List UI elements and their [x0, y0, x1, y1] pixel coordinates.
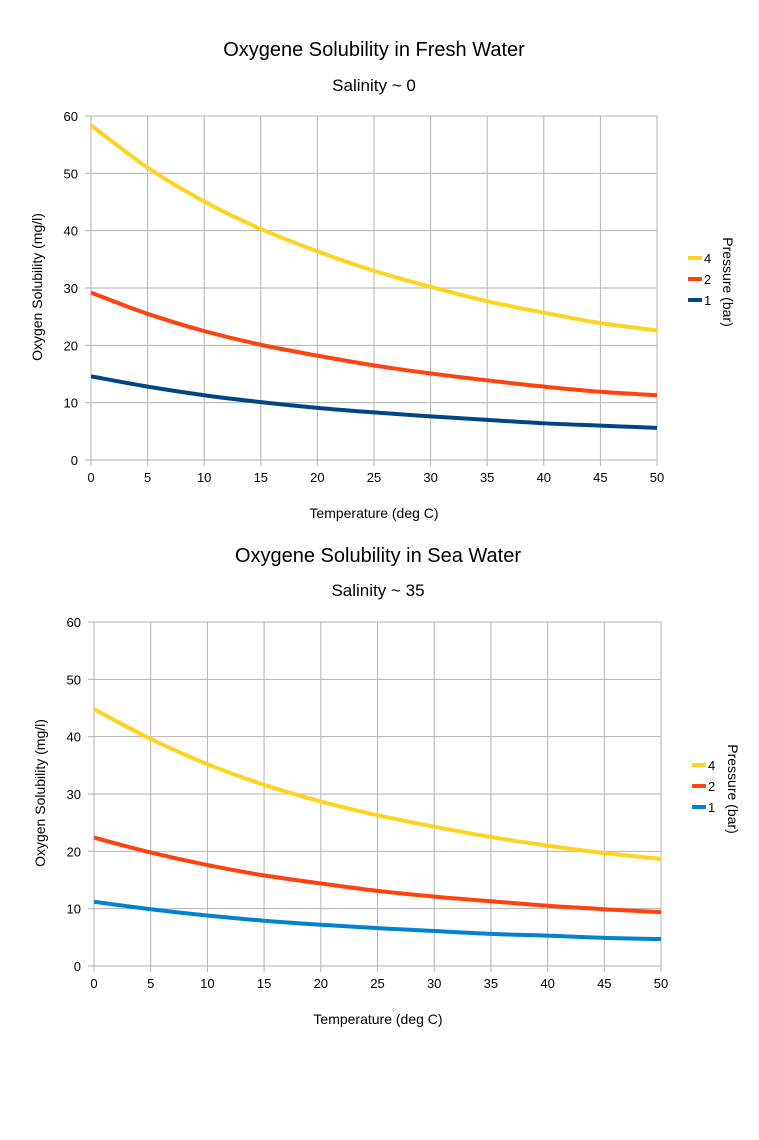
legend: 4 2 1 [692, 758, 715, 815]
legend-label-2: 2 [708, 779, 715, 794]
y-tick-label: 50 [67, 672, 81, 687]
x-tick-label: 10 [200, 976, 214, 991]
plot-area [90, 115, 658, 461]
x-tick-label: 20 [310, 470, 324, 485]
x-axis-label: Temperature (deg C) [309, 505, 438, 521]
gridlines [88, 621, 662, 972]
y-tick-label: 20 [67, 844, 81, 859]
x-tick-label: 0 [87, 470, 94, 485]
x-tick-label: 25 [370, 976, 384, 991]
tick-labels: 0 5 10 15 20 25 30 35 40 45 50 0 10 20 30 40 50 60 [67, 615, 669, 991]
y-axis-label: Oxygen Solubility (mg/l) [29, 213, 45, 361]
x-tick-label: 40 [540, 976, 554, 991]
y-tick-label: 0 [74, 959, 81, 974]
x-tick-label: 40 [537, 470, 551, 485]
y-tick-label: 0 [71, 453, 78, 468]
chart-subtitle: Salinity ~ 0 [332, 76, 416, 95]
legend-label-1: 1 [704, 293, 711, 308]
y-tick-label: 50 [64, 166, 78, 181]
series-line-2-bar [93, 835, 662, 915]
x-tick-label: 25 [367, 470, 381, 485]
series-lines [93, 707, 662, 942]
x-tick-label: 35 [484, 976, 498, 991]
legend-label-4: 4 [704, 251, 711, 266]
legend-label-2: 2 [704, 272, 711, 287]
y-tick-label: 30 [64, 281, 78, 296]
legend-title: Pressure (bar) [720, 237, 736, 326]
y-tick-label: 10 [64, 396, 78, 411]
chart-subtitle: Salinity ~ 35 [331, 581, 424, 600]
x-axis-label: Temperature (deg C) [313, 1011, 442, 1027]
series-line-4-bar [93, 707, 662, 861]
legend-label-1: 1 [708, 800, 715, 815]
x-tick-label: 5 [144, 470, 151, 485]
plot-area [93, 621, 662, 967]
series-line-2-bar [90, 290, 658, 398]
series-line-1-bar [93, 899, 662, 942]
sea-water-chart: Oxygene Solubility in Sea Water Salinity… [32, 545, 741, 1027]
x-tick-label: 30 [427, 976, 441, 991]
tick-labels: 0 5 10 15 20 25 30 35 40 45 50 0 10 20 30 40 50 60 [64, 109, 665, 485]
legend-label-4: 4 [708, 758, 715, 773]
series-line-1-bar [90, 374, 658, 430]
x-tick-label: 30 [423, 470, 437, 485]
legend: 4 2 1 [688, 251, 711, 308]
y-tick-label: 60 [67, 615, 81, 630]
y-tick-label: 30 [67, 787, 81, 802]
x-tick-label: 10 [197, 470, 211, 485]
x-tick-label: 45 [597, 976, 611, 991]
x-tick-label: 35 [480, 470, 494, 485]
y-tick-label: 10 [67, 902, 81, 917]
y-axis-label: Oxygen Solubility (mg/l) [32, 719, 48, 867]
y-tick-label: 40 [64, 224, 78, 239]
x-tick-label: 50 [654, 976, 668, 991]
x-tick-label: 5 [147, 976, 154, 991]
series-lines [89, 123, 658, 430]
chart-title: Oxygene Solubility in Fresh Water [223, 39, 525, 61]
y-tick-label: 60 [64, 109, 78, 124]
fresh-water-chart: Oxygene Solubility in Fresh Water Salini… [29, 39, 736, 521]
x-tick-label: 20 [314, 976, 328, 991]
x-tick-label: 45 [593, 470, 607, 485]
series-line-4-bar [89, 123, 658, 333]
x-tick-label: 50 [650, 470, 664, 485]
gridlines [85, 115, 658, 466]
y-tick-label: 20 [64, 338, 78, 353]
chart-title: Oxygene Solubility in Sea Water [235, 545, 521, 567]
x-tick-label: 15 [254, 470, 268, 485]
x-tick-label: 15 [257, 976, 271, 991]
x-tick-label: 0 [90, 976, 97, 991]
y-tick-label: 40 [67, 730, 81, 745]
legend-title: Pressure (bar) [725, 744, 741, 833]
